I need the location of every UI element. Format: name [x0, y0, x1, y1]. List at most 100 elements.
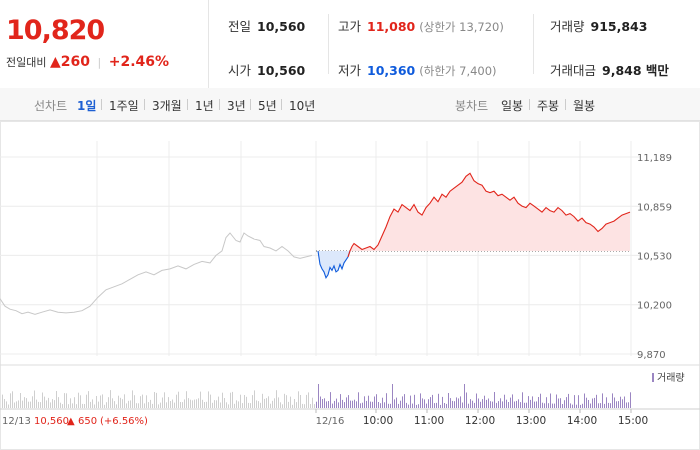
volume-bar	[126, 403, 127, 408]
volume-bar	[338, 402, 339, 408]
tab-10y[interactable]: 10년	[289, 99, 316, 113]
volume-bar	[48, 397, 49, 408]
tab-3y[interactable]: 3년	[227, 99, 246, 113]
volume-legend-label: 거래량	[657, 372, 685, 384]
volume-bar	[288, 401, 289, 408]
volume-bar	[378, 402, 379, 408]
volume-bar	[480, 401, 481, 408]
volume-bar	[472, 400, 473, 408]
volume-bar	[382, 397, 383, 408]
volume-bar	[626, 402, 627, 408]
volume-bar	[426, 403, 427, 408]
volume-bar	[476, 393, 477, 408]
volume-bar	[346, 397, 347, 408]
tab-1w[interactable]: 1주일	[109, 99, 139, 113]
volume-bar	[270, 403, 271, 408]
volume-bar	[296, 402, 297, 408]
volume-bar	[244, 395, 245, 408]
volume-bar	[370, 401, 371, 408]
volume-bar	[24, 397, 25, 408]
volume-bar	[258, 401, 259, 408]
price-block: 10,820 전일대비 ▲260 | +2.46%	[0, 0, 209, 88]
stat-label: 거래대금	[550, 63, 597, 78]
volume-bar	[622, 399, 623, 408]
volume-bar	[540, 393, 541, 408]
volume-bar	[442, 396, 443, 408]
tab-1y[interactable]: 1년	[195, 99, 214, 113]
volume-bar	[170, 401, 171, 408]
volume-bar	[124, 394, 125, 408]
volume-bar	[172, 399, 173, 408]
volume-bar	[578, 395, 579, 408]
volume-bar	[82, 403, 83, 408]
volume-bar	[448, 393, 449, 408]
volume-bar	[518, 399, 519, 408]
volume-bar	[298, 391, 299, 408]
change-row: 전일대비 ▲260 | +2.46%	[6, 54, 169, 70]
price-chart[interactable]: 11,189 10,859 10,530 10,200 9,870 12/16 10:00…	[0, 121, 700, 450]
volume-bar	[194, 399, 195, 408]
volume-bar	[530, 399, 531, 408]
volume-bar	[422, 398, 423, 408]
start-change-pct: (+6.56%)	[100, 416, 148, 427]
volume-bar	[492, 401, 493, 408]
volume-bar	[322, 399, 323, 408]
volume-bar	[168, 397, 169, 408]
tab-3m[interactable]: 3개월	[152, 99, 182, 113]
stat-value: 10,560	[257, 19, 306, 34]
volume-bar	[36, 399, 37, 408]
volume-bar	[286, 395, 287, 408]
volume-bar	[306, 394, 307, 408]
volume-bar	[598, 403, 599, 408]
y-axis: 11,189 10,859 10,530 10,200 9,870	[637, 153, 672, 361]
volume-bar	[186, 391, 187, 408]
volume-bar	[74, 397, 75, 408]
volume-bar	[196, 399, 197, 408]
volume-bar	[614, 397, 615, 408]
volume-bar	[98, 401, 99, 408]
tab-1d[interactable]: 1일	[77, 99, 97, 113]
volume-bar	[406, 402, 407, 408]
volume-bar	[398, 403, 399, 408]
tab-weekly-candle[interactable]: 주봉	[537, 99, 560, 113]
divider	[144, 99, 145, 110]
tab-5y[interactable]: 5년	[258, 99, 277, 113]
tab-monthly-candle[interactable]: 월봉	[573, 99, 596, 113]
volume-bar	[312, 397, 313, 408]
volume-bar	[318, 384, 319, 408]
volume-bar	[400, 400, 401, 408]
volume-bar	[102, 394, 103, 408]
volume-bar	[404, 394, 405, 408]
volume-bar	[180, 402, 181, 408]
volume-bar	[410, 395, 411, 408]
volume-bar	[256, 400, 257, 408]
x-tick-label: 12:00	[465, 415, 495, 427]
volume-bar	[22, 400, 23, 408]
volume-bar	[152, 403, 153, 408]
volume-bar	[278, 397, 279, 408]
volume-bar	[308, 392, 309, 408]
volume-bar	[216, 400, 217, 408]
x-tick-label: 15:00	[618, 415, 648, 427]
volume-bar	[630, 392, 631, 408]
volume-bar	[254, 390, 255, 408]
stat-label: 저가	[338, 63, 362, 78]
stat-value: 915,843	[590, 19, 648, 34]
volume-bar	[566, 397, 567, 408]
volume-bar	[200, 391, 201, 408]
volume-bar	[224, 398, 225, 408]
volume-bar	[354, 399, 355, 408]
volume-bar	[446, 403, 447, 408]
volume-bar	[146, 395, 147, 408]
volume-bar	[222, 392, 223, 408]
volume-bar	[52, 399, 53, 408]
x-tick-label: 13:00	[516, 415, 546, 427]
volume-bar	[396, 397, 397, 408]
volume-bar	[520, 402, 521, 408]
divider	[250, 99, 251, 110]
volume-bar	[320, 396, 321, 408]
volume-bar	[104, 404, 105, 408]
tab-daily-candle[interactable]: 일봉	[501, 99, 524, 113]
volume-bar	[80, 395, 81, 408]
volume-bar	[264, 398, 265, 408]
